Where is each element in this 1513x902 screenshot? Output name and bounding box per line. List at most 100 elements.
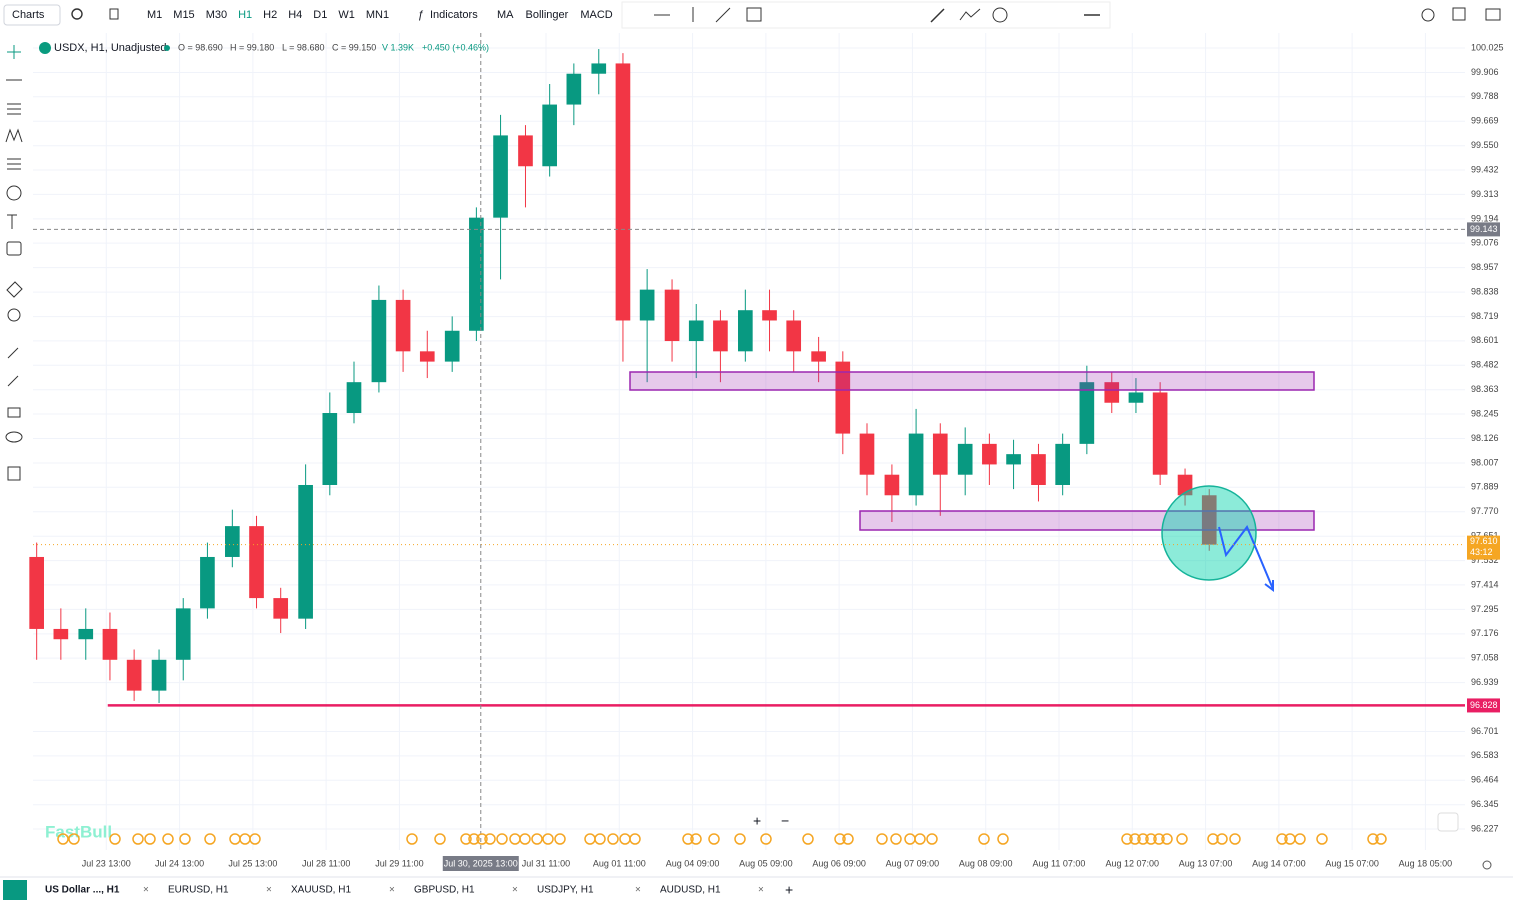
- tab-label[interactable]: USDJPY, H1: [537, 885, 594, 896]
- event-marker[interactable]: [890, 833, 902, 845]
- event-marker[interactable]: [1316, 833, 1328, 845]
- tab-label[interactable]: XAUUSD, H1: [291, 885, 351, 896]
- channel-tool[interactable]: [7, 158, 21, 170]
- event-marker[interactable]: [519, 833, 531, 845]
- tab-close[interactable]: ×: [512, 885, 518, 896]
- event-marker[interactable]: [1216, 833, 1228, 845]
- tab-label[interactable]: GBPUSD, H1: [414, 885, 475, 896]
- search-icon[interactable]: [71, 8, 83, 20]
- scroll-right[interactable]: [1437, 812, 1459, 832]
- event-marker[interactable]: [682, 833, 694, 845]
- event-marker[interactable]: [162, 833, 174, 845]
- menu-label[interactable]: Charts: [12, 9, 45, 21]
- timeframe[interactable]: M1: [147, 9, 162, 21]
- event-marker[interactable]: [802, 833, 814, 845]
- tab-close[interactable]: ×: [635, 885, 641, 896]
- tab-close[interactable]: ×: [389, 885, 395, 896]
- event-marker[interactable]: [1294, 833, 1306, 845]
- support-zone[interactable]: [859, 510, 1315, 531]
- sticker-tool[interactable]: [6, 241, 22, 256]
- event-marker[interactable]: [1367, 833, 1379, 845]
- event-marker[interactable]: [690, 833, 702, 845]
- tab-label[interactable]: US Dollar ..., H1: [45, 885, 120, 896]
- event-marker[interactable]: [484, 833, 496, 845]
- event-marker[interactable]: [476, 833, 488, 845]
- fib-tool[interactable]: [7, 103, 21, 115]
- event-marker[interactable]: [876, 833, 888, 845]
- event-marker[interactable]: [144, 833, 156, 845]
- event-marker[interactable]: [760, 833, 772, 845]
- event-marker[interactable]: [542, 833, 554, 845]
- event-marker[interactable]: [1129, 833, 1141, 845]
- event-marker[interactable]: [531, 833, 543, 845]
- study[interactable]: Bollinger: [526, 9, 569, 21]
- event-marker[interactable]: [1121, 833, 1133, 845]
- event-marker[interactable]: [1145, 833, 1157, 845]
- tool-arrow[interactable]: [930, 8, 945, 23]
- favorites-button[interactable]: [3, 880, 27, 900]
- fullscreen-icon[interactable]: [1485, 8, 1501, 21]
- settings-icon[interactable]: [1482, 860, 1492, 870]
- event-marker[interactable]: [1375, 833, 1387, 845]
- indicators-icon[interactable]: ƒ: [418, 9, 424, 21]
- tab-close[interactable]: ×: [266, 885, 272, 896]
- tab-label[interactable]: EURUSD, H1: [168, 885, 229, 896]
- event-marker[interactable]: [406, 833, 418, 845]
- event-marker[interactable]: [1176, 833, 1188, 845]
- timeframe[interactable]: W1: [338, 9, 355, 21]
- event-marker[interactable]: [914, 833, 926, 845]
- event-marker[interactable]: [496, 833, 508, 845]
- zoom-out[interactable]: −: [781, 813, 789, 829]
- timeframe[interactable]: D1: [313, 9, 327, 21]
- tab-close[interactable]: ×: [143, 885, 149, 896]
- tool-path[interactable]: [959, 8, 981, 21]
- event-marker[interactable]: [468, 833, 480, 845]
- tab-label[interactable]: AUDUSD, H1: [660, 885, 721, 896]
- forecast-path[interactable]: [1218, 525, 1274, 590]
- event-marker[interactable]: [629, 833, 641, 845]
- ruler-tool[interactable]: [6, 281, 23, 298]
- event-marker[interactable]: [554, 833, 566, 845]
- lock-tool[interactable]: [7, 407, 21, 418]
- resistance-zone[interactable]: [629, 371, 1315, 391]
- chart-type-icon[interactable]: [109, 8, 119, 20]
- event-marker[interactable]: [460, 833, 472, 845]
- event-marker[interactable]: [109, 833, 121, 845]
- study[interactable]: MACD: [580, 9, 612, 21]
- event-marker[interactable]: [68, 833, 80, 845]
- timeframe[interactable]: H1: [238, 9, 252, 21]
- event-marker[interactable]: [1161, 833, 1173, 845]
- pattern-tool[interactable]: [5, 128, 23, 143]
- popout-icon[interactable]: [1452, 7, 1466, 21]
- text-tool[interactable]: [7, 214, 17, 229]
- draw-mode-tool[interactable]: [7, 375, 19, 387]
- event-marker[interactable]: [734, 833, 746, 845]
- event-marker[interactable]: [179, 833, 191, 845]
- event-marker[interactable]: [1207, 833, 1219, 845]
- shape-tool[interactable]: [6, 185, 22, 201]
- study[interactable]: MA: [497, 9, 514, 21]
- timeframe[interactable]: H4: [288, 9, 302, 21]
- zoom-tool[interactable]: [7, 308, 21, 322]
- event-marker[interactable]: [607, 833, 619, 845]
- timeframe[interactable]: MN1: [366, 9, 389, 21]
- event-marker[interactable]: [997, 833, 1009, 845]
- event-marker[interactable]: [57, 833, 69, 845]
- event-marker[interactable]: [1229, 833, 1241, 845]
- event-marker[interactable]: [434, 833, 446, 845]
- tool-trend[interactable]: [715, 7, 731, 23]
- event-marker[interactable]: [1137, 833, 1149, 845]
- crosshair-tool[interactable]: [7, 45, 21, 59]
- tab-close[interactable]: ×: [758, 885, 764, 896]
- timeframe[interactable]: M15: [173, 9, 194, 21]
- legend-symbol[interactable]: USDX, H1, Unadjusted: [54, 42, 167, 54]
- event-marker[interactable]: [978, 833, 990, 845]
- event-marker[interactable]: [834, 833, 846, 845]
- event-marker[interactable]: [249, 833, 261, 845]
- timeframe[interactable]: M30: [206, 9, 227, 21]
- event-marker[interactable]: [204, 833, 216, 845]
- indicators[interactable]: Indicators: [430, 9, 478, 21]
- zoom-in[interactable]: +: [753, 813, 761, 829]
- event-marker[interactable]: [842, 833, 854, 845]
- tool-circle[interactable]: [992, 7, 1008, 23]
